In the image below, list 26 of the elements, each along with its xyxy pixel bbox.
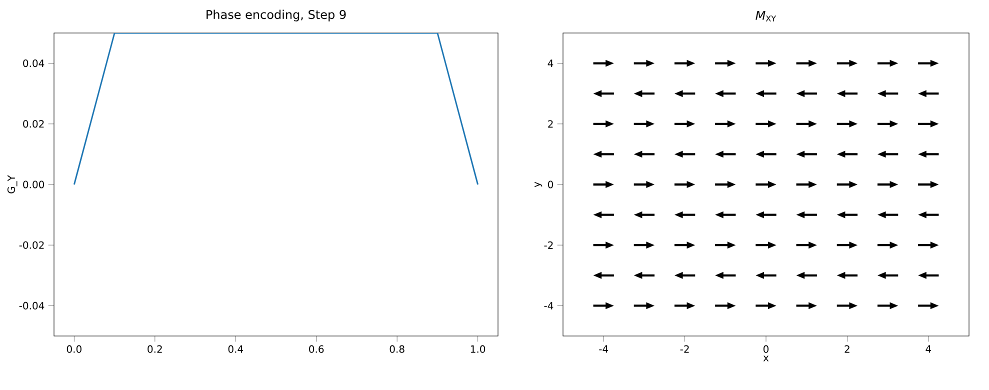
y-tick-label: -0.04 [19,302,44,310]
x-tick-label: -2 [680,345,689,353]
y-tick-label: 0 [548,180,554,188]
y-tick-label: 4 [548,60,554,67]
x-tick-label: 4 [926,345,932,353]
x-tick-label: 0 [763,345,769,353]
y-tick-label: 0.04 [23,60,44,68]
x-tick-label: -4 [599,345,608,353]
y-tick-label: 0.00 [23,180,44,188]
chart-title: M$_{XY}$ [756,10,776,22]
y-tick-label: 0.02 [23,120,44,128]
chart-title: Phase encoding, Step 9 [206,10,346,22]
x-tick-label: 0.8 [390,345,404,353]
y-tick-label: -0.02 [19,241,44,249]
y-tick-label: -2 [544,241,553,249]
y-tick-label: 2 [548,120,553,128]
x-tick-label: 0.6 [309,345,324,353]
y-axis-title: G_Y [7,175,18,194]
x-axis-title: x [763,356,769,362]
y-tick-label: -4 [544,302,554,310]
x-tick-label: 0.2 [148,345,162,353]
x-tick-label: 0.0 [66,345,82,353]
x-tick-label: 0.4 [228,345,244,353]
x-tick-label: 2 [844,345,850,353]
x-tick-label: 1.0 [470,345,486,353]
y-axis-title: y [534,182,542,188]
